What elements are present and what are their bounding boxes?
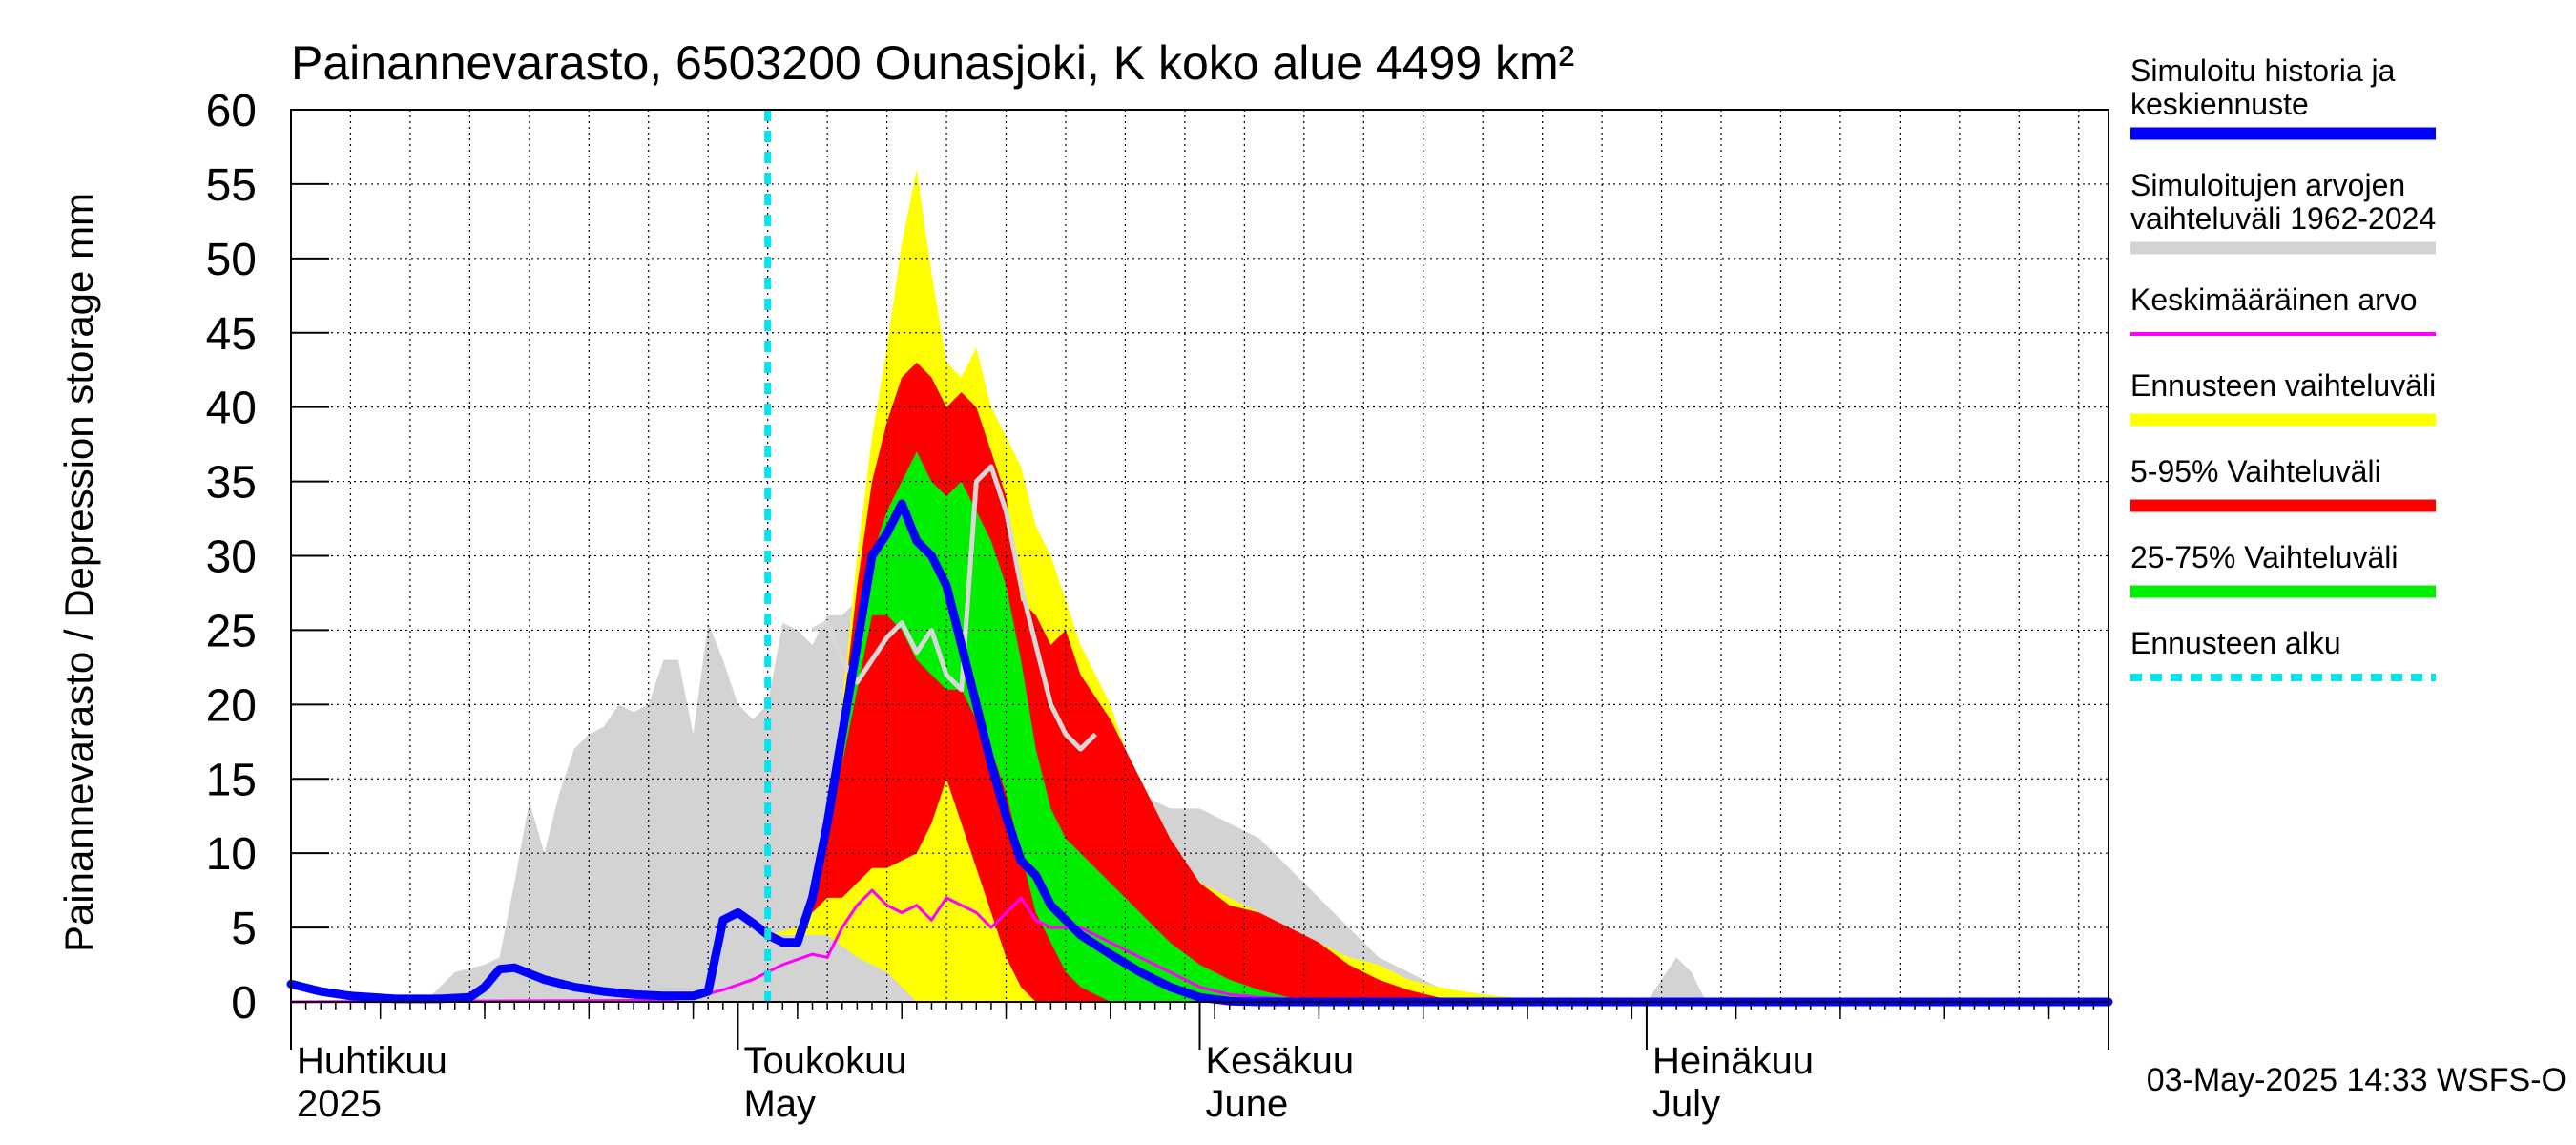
legend-label: 5-95% Vaihteluväli bbox=[2130, 454, 2381, 489]
y-tick-label: 5 bbox=[231, 904, 257, 954]
x-month-label: Kesäkuu bbox=[1206, 1040, 1355, 1082]
x-month-sublabel: July bbox=[1652, 1083, 1720, 1125]
y-tick-label: 35 bbox=[206, 458, 257, 509]
legend-label: Simuloitujen arvojen bbox=[2130, 168, 2405, 202]
y-axis-label: Painannevarasto / Depression storage mm bbox=[56, 193, 101, 952]
x-month-sublabel: 2025 bbox=[297, 1083, 382, 1125]
chart-title: Painannevarasto, 6503200 Ounasjoki, K ko… bbox=[291, 36, 1574, 90]
historical-range-area bbox=[291, 406, 2109, 1002]
y-tick-label: 55 bbox=[206, 160, 257, 211]
x-month-label: Heinäkuu bbox=[1652, 1040, 1814, 1082]
x-month-sublabel: May bbox=[743, 1083, 816, 1125]
median-series-line bbox=[811, 464, 1097, 752]
legend-label: 25-75% Vaihteluväli bbox=[2130, 540, 2398, 574]
x-month-label: Huhtikuu bbox=[297, 1040, 447, 1082]
legend-label: Ennusteen alku bbox=[2130, 626, 2341, 660]
p5-95-range-area bbox=[767, 362, 2109, 1002]
axes: 051015202530354045505560Huhtikuu2025Touk… bbox=[206, 86, 2109, 1125]
y-tick-label: 20 bbox=[206, 680, 257, 731]
y-tick-label: 25 bbox=[206, 606, 257, 656]
y-tick-label: 60 bbox=[206, 86, 257, 136]
x-month-label: Toukokuu bbox=[743, 1040, 906, 1082]
y-tick-label: 30 bbox=[206, 532, 257, 583]
legend-label: Simuloitu historia ja bbox=[2130, 53, 2396, 88]
simulated-series-line bbox=[286, 499, 2113, 1007]
legend-label: vaihteluväli 1962-2024 bbox=[2130, 201, 2436, 236]
legend-label: keskiennuste bbox=[2130, 87, 2309, 121]
y-tick-label: 10 bbox=[206, 829, 257, 880]
range-areas bbox=[291, 169, 2109, 1003]
timestamp: 03-May-2025 14:33 WSFS-O bbox=[2147, 1062, 2566, 1098]
legend-label: Keskimääräinen arvo bbox=[2130, 282, 2418, 317]
y-tick-label: 45 bbox=[206, 309, 257, 360]
y-tick-label: 40 bbox=[206, 384, 257, 434]
series-lines bbox=[286, 110, 2113, 1007]
legend-label: Ennusteen vaihteluväli bbox=[2130, 368, 2436, 403]
y-tick-label: 50 bbox=[206, 235, 257, 285]
y-tick-label: 15 bbox=[206, 755, 257, 805]
y-tick-label: 0 bbox=[231, 978, 257, 1029]
x-month-sublabel: June bbox=[1206, 1083, 1289, 1125]
